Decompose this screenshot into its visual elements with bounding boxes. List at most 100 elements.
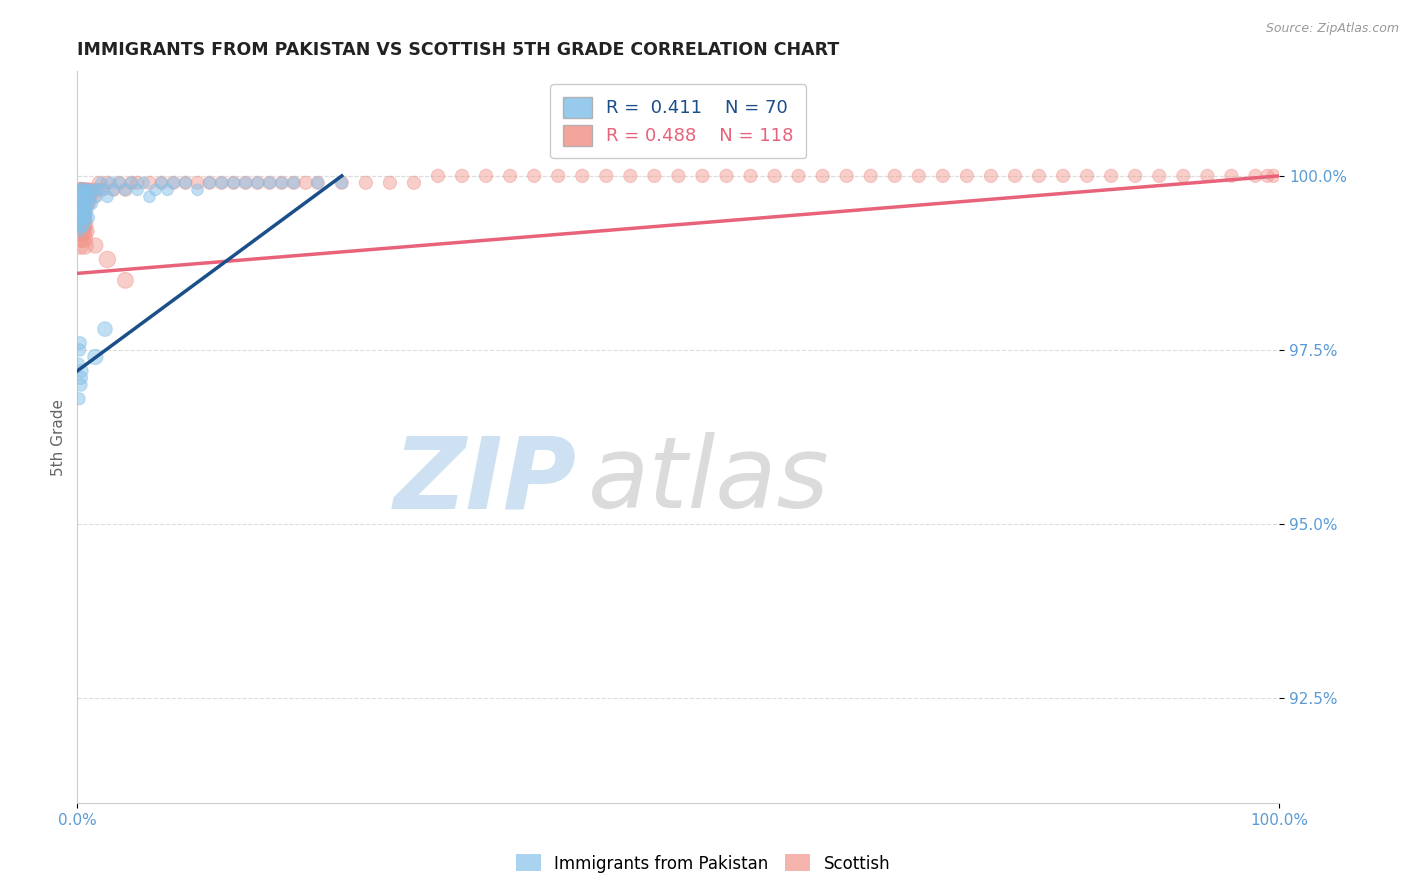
- Point: [75, 196, 97, 211]
- Point: [90, 183, 112, 197]
- Point: [138, 190, 160, 204]
- Point: [77, 211, 100, 225]
- Point: [69, 203, 91, 218]
- Point: [475, 169, 498, 183]
- Text: Source: ZipAtlas.com: Source: ZipAtlas.com: [1265, 22, 1399, 36]
- Point: [87, 183, 110, 197]
- Point: [307, 176, 329, 190]
- Point: [90, 176, 112, 190]
- Legend: R =  0.411    N = 70, R = 0.488    N = 118: R = 0.411 N = 70, R = 0.488 N = 118: [550, 84, 807, 158]
- Point: [956, 169, 979, 183]
- Point: [73, 183, 96, 197]
- Point: [70, 203, 93, 218]
- Point: [1004, 169, 1026, 183]
- Point: [70, 218, 93, 232]
- Point: [186, 176, 209, 190]
- Point: [76, 203, 98, 218]
- Point: [132, 176, 155, 190]
- Point: [79, 183, 101, 197]
- Point: [120, 176, 142, 190]
- Point: [70, 211, 93, 225]
- Point: [523, 169, 546, 183]
- Point: [127, 176, 149, 190]
- Point: [70, 183, 93, 197]
- Point: [307, 176, 329, 190]
- Point: [67, 196, 90, 211]
- Point: [103, 183, 125, 197]
- Point: [571, 169, 593, 183]
- Point: [72, 211, 94, 225]
- Point: [70, 190, 93, 204]
- Point: [1028, 169, 1050, 183]
- Point: [883, 169, 905, 183]
- Point: [70, 190, 93, 204]
- Point: [145, 183, 167, 197]
- Point: [79, 190, 101, 204]
- Point: [69, 377, 91, 392]
- Point: [162, 176, 184, 190]
- Point: [270, 176, 292, 190]
- Point: [73, 190, 96, 204]
- Point: [72, 196, 94, 211]
- Text: atlas: atlas: [588, 433, 830, 530]
- Point: [108, 176, 131, 190]
- Point: [211, 176, 233, 190]
- Point: [811, 169, 834, 183]
- Point: [235, 176, 257, 190]
- Point: [186, 183, 209, 197]
- Point: [67, 211, 90, 225]
- Point: [547, 169, 569, 183]
- Legend: Immigrants from Pakistan, Scottish: Immigrants from Pakistan, Scottish: [509, 847, 897, 880]
- Point: [103, 183, 125, 197]
- Point: [108, 176, 131, 190]
- Point: [79, 183, 101, 197]
- Point: [619, 169, 641, 183]
- Point: [69, 238, 91, 252]
- Point: [138, 176, 160, 190]
- Point: [330, 176, 353, 190]
- Point: [120, 176, 142, 190]
- Point: [114, 183, 136, 197]
- Point: [259, 176, 281, 190]
- Point: [69, 225, 91, 239]
- Point: [69, 231, 91, 245]
- Point: [75, 190, 97, 204]
- Point: [86, 183, 108, 197]
- Point: [1099, 169, 1122, 183]
- Point: [66, 183, 89, 197]
- Point: [94, 322, 117, 336]
- Point: [70, 190, 93, 204]
- Point: [127, 183, 149, 197]
- Point: [69, 343, 91, 357]
- Point: [72, 231, 94, 245]
- Point: [72, 190, 94, 204]
- Point: [114, 183, 136, 197]
- Point: [1076, 169, 1098, 183]
- Point: [93, 183, 115, 197]
- Point: [69, 183, 91, 197]
- Point: [67, 190, 90, 204]
- Point: [69, 196, 91, 211]
- Point: [499, 169, 522, 183]
- Point: [75, 211, 97, 225]
- Point: [66, 183, 89, 197]
- Point: [76, 225, 98, 239]
- Point: [96, 190, 118, 204]
- Point: [246, 176, 269, 190]
- Point: [72, 196, 94, 211]
- Point: [70, 183, 93, 197]
- Point: [84, 350, 107, 364]
- Point: [294, 176, 316, 190]
- Point: [859, 169, 882, 183]
- Point: [150, 176, 173, 190]
- Point: [740, 169, 762, 183]
- Point: [259, 176, 281, 190]
- Point: [76, 183, 98, 197]
- Point: [67, 203, 90, 218]
- Point: [70, 218, 93, 232]
- Point: [73, 203, 96, 218]
- Point: [211, 176, 233, 190]
- Point: [69, 196, 91, 211]
- Point: [283, 176, 305, 190]
- Point: [1123, 169, 1146, 183]
